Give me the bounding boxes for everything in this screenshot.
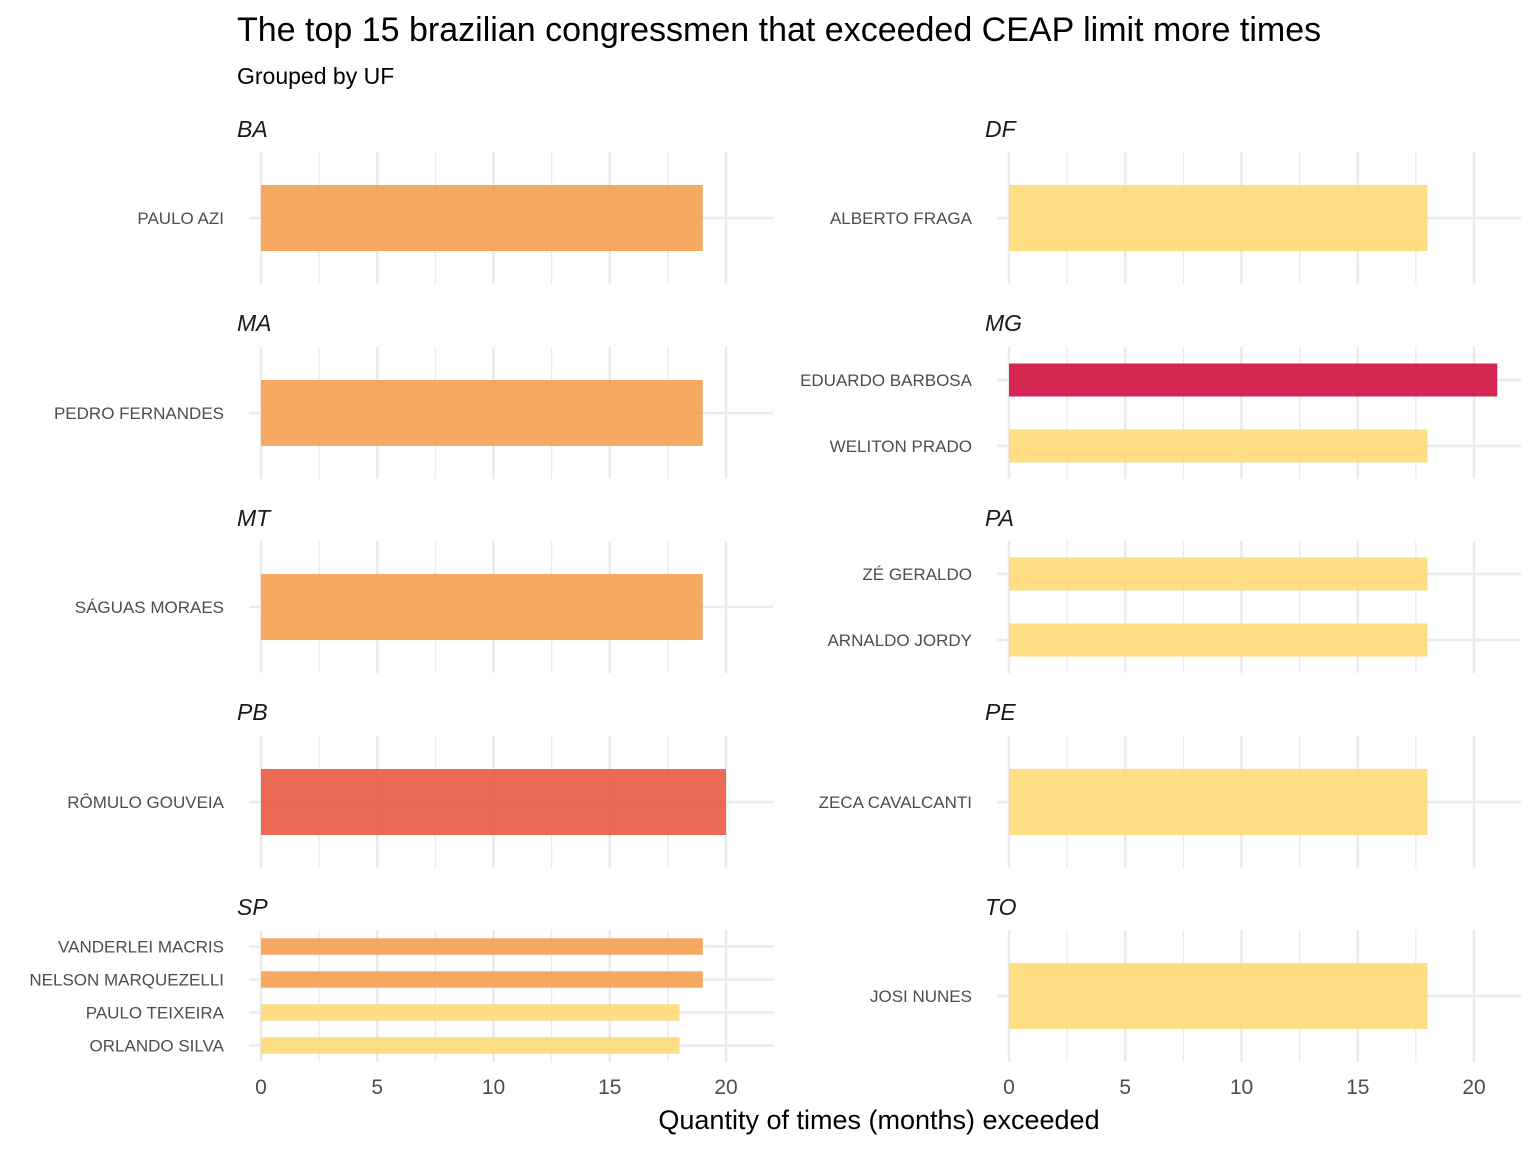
category-label: JOSI NUNES	[870, 987, 972, 1006]
bar	[261, 938, 703, 955]
x-tick-label: 5	[371, 1076, 383, 1099]
category-label: PEDRO FERNANDES	[54, 404, 224, 423]
bar	[261, 971, 703, 988]
panel-df: DF ALBERTO FRAGA	[830, 116, 1521, 284]
x-tick-label: 20	[1462, 1076, 1485, 1099]
category-label: RÔMULO GOUVEIA	[67, 793, 224, 812]
bar	[261, 1037, 680, 1054]
strip-label-ba: BA	[237, 116, 268, 142]
panel-ba: BA PAULO AZI	[137, 116, 773, 284]
strip-label-ma: MA	[237, 310, 272, 336]
category-label: ARNALDO JORDY	[827, 631, 972, 650]
bar	[1009, 557, 1428, 591]
bar	[1009, 769, 1428, 835]
bar	[261, 185, 703, 251]
panel-mt: MT SÁGUAS MORAES	[75, 505, 773, 673]
category-label: PAULO TEIXEIRA	[86, 1004, 225, 1023]
category-label: SÁGUAS MORAES	[75, 598, 224, 617]
strip-label-mt: MT	[237, 505, 272, 531]
x-tick-label: 15	[1346, 1076, 1369, 1099]
panel-pb: PB RÔMULO GOUVEIA	[67, 699, 773, 868]
panel-sp: SP VANDERLEI MACRIS NELSON MARQUEZELLI PAUL…	[29, 894, 773, 1099]
category-label: WELITON PRADO	[830, 437, 972, 456]
strip-label-mg: MG	[985, 310, 1022, 336]
panel-ma: MA PEDRO FERNANDES	[54, 310, 773, 479]
bar	[1009, 623, 1428, 657]
bar	[261, 769, 726, 835]
bar	[1009, 429, 1428, 463]
strip-label-sp: SP	[237, 894, 268, 920]
bar	[1009, 363, 1498, 397]
x-tick-label: 15	[598, 1076, 621, 1099]
panel-pa: PA ZÉ GERALDO ARNALDO JORDY	[827, 505, 1521, 673]
x-tick-label: 20	[714, 1076, 737, 1099]
category-label: NELSON MARQUEZELLI	[29, 971, 224, 990]
bar	[1009, 185, 1428, 251]
chart-subtitle: Grouped by UF	[237, 63, 394, 89]
panel-to: TO JOSI NUNES 0 5 10 15 20	[870, 894, 1521, 1099]
facet-panels: BA PAULO AZI DF ALBERTO FRAGA MA PEDRO FERNAN…	[29, 116, 1521, 1099]
x-tick-label: 10	[1230, 1076, 1253, 1099]
category-label: ALBERTO FRAGA	[830, 209, 973, 228]
bar	[261, 380, 703, 446]
x-tick-label: 5	[1119, 1076, 1131, 1099]
strip-label-df: DF	[985, 116, 1018, 142]
category-label: ORLANDO SILVA	[90, 1037, 225, 1056]
x-tick-label: 10	[482, 1076, 505, 1099]
panel-mg: MG EDUARDO BARBOSA WELITON PRADO	[800, 310, 1521, 479]
x-axis-label: Quantity of times (months) exceeded	[658, 1105, 1099, 1135]
panel-pe: PE ZECA CAVALCANTI	[819, 699, 1521, 868]
bar	[1009, 963, 1428, 1029]
category-label: ZECA CAVALCANTI	[819, 793, 972, 812]
chart-title: The top 15 brazilian congressmen that ex…	[237, 11, 1321, 49]
strip-label-pe: PE	[985, 699, 1016, 725]
category-label: ZÉ GERALDO	[862, 565, 972, 584]
strip-label-pb: PB	[237, 699, 268, 725]
category-label: EDUARDO BARBOSA	[800, 371, 973, 390]
strip-label-to: TO	[985, 894, 1017, 920]
x-tick-label: 0	[1003, 1076, 1015, 1099]
x-tick-label: 0	[255, 1076, 267, 1099]
bar	[261, 1004, 680, 1021]
bar	[261, 574, 703, 640]
strip-label-pa: PA	[985, 505, 1014, 531]
category-label: VANDERLEI MACRIS	[58, 938, 224, 957]
category-label: PAULO AZI	[137, 209, 224, 228]
